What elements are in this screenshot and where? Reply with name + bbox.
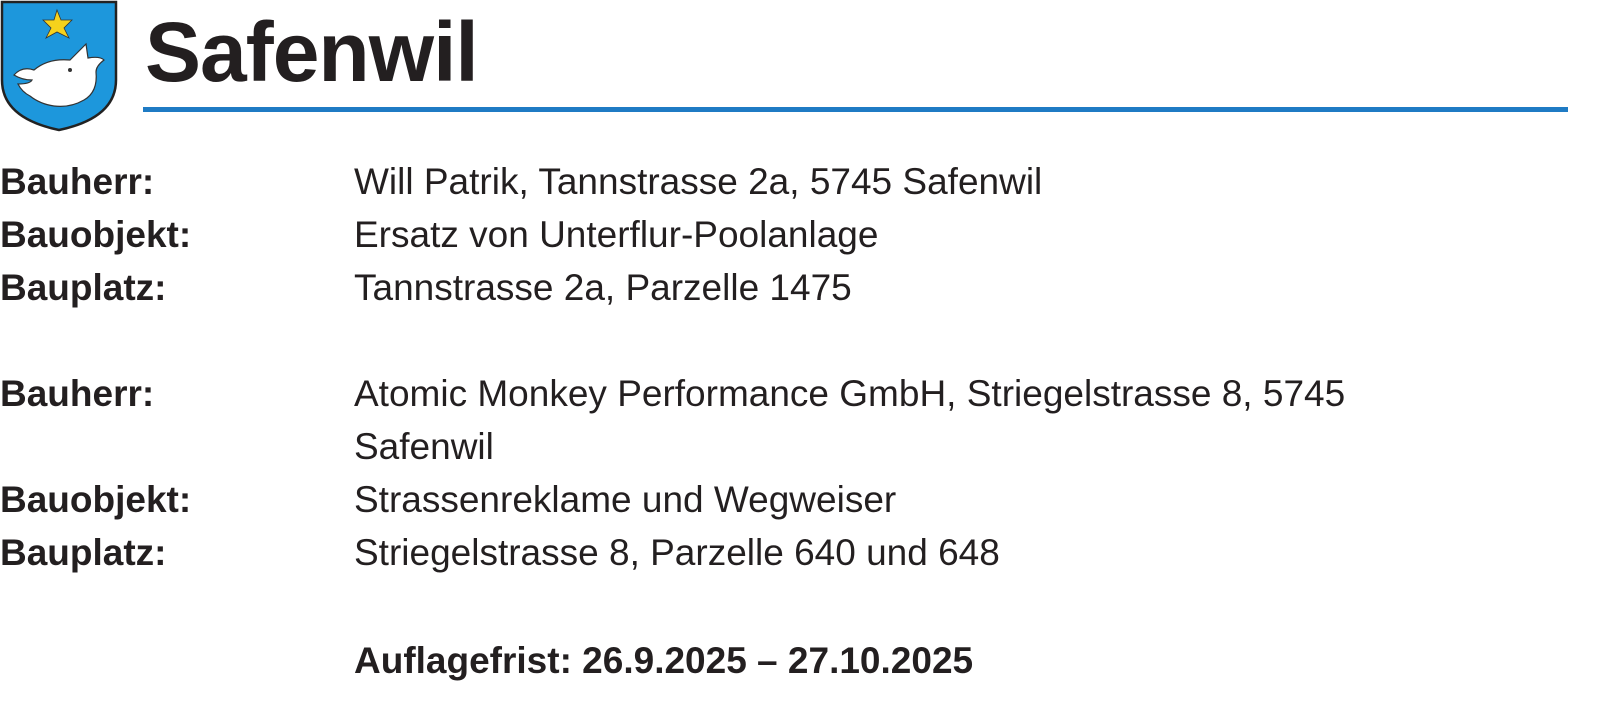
notice-row: Bauplatz: Striegelstrasse 8, Parzelle 64… [0,526,1404,579]
page-title: Safenwil [145,5,479,99]
row-value: Tannstrasse 2a, Parzelle 1475 [354,267,852,308]
notice-list: Bauherr: Will Patrik, Tannstrasse 2a, 57… [0,155,1404,579]
row-label: Bauobjekt: [0,479,192,520]
star-icon [42,8,73,39]
notice-row: Bauobjekt: Ersatz von Unterflur-Poolanla… [0,208,1404,261]
row-label: Bauherr: [0,373,155,414]
coat-of-arms-icon [0,0,118,132]
deadline-text: Auflagefrist: 26.9.2025 – 27.10.2025 [354,640,974,681]
title-divider [143,107,1568,112]
notice-row: Bauherr: Will Patrik, Tannstrasse 2a, 57… [0,155,1404,208]
row-value: Striegelstrasse 8, Parzelle 640 und 648 [354,532,1000,573]
row-value: Ersatz von Unterflur-Poolanlage [354,214,879,255]
row-label: Bauobjekt: [0,214,192,255]
row-label: Bauplatz: [0,267,167,308]
row-label: Bauherr: [0,161,155,202]
boar-head-icon [13,42,105,107]
notice-row: Bauobjekt: Strassenreklame und Wegweiser [0,473,1404,526]
row-value: Strassenreklame und Wegweiser [354,479,897,520]
notice-row: Bauherr: Atomic Monkey Performance GmbH,… [0,367,1404,473]
row-label: Bauplatz: [0,532,167,573]
notice-row: Bauplatz: Tannstrasse 2a, Parzelle 1475 [0,261,1404,314]
row-value: Atomic Monkey Performance GmbH, Striegel… [354,373,1346,467]
row-value: Will Patrik, Tannstrasse 2a, 5745 Safenw… [354,161,1043,202]
